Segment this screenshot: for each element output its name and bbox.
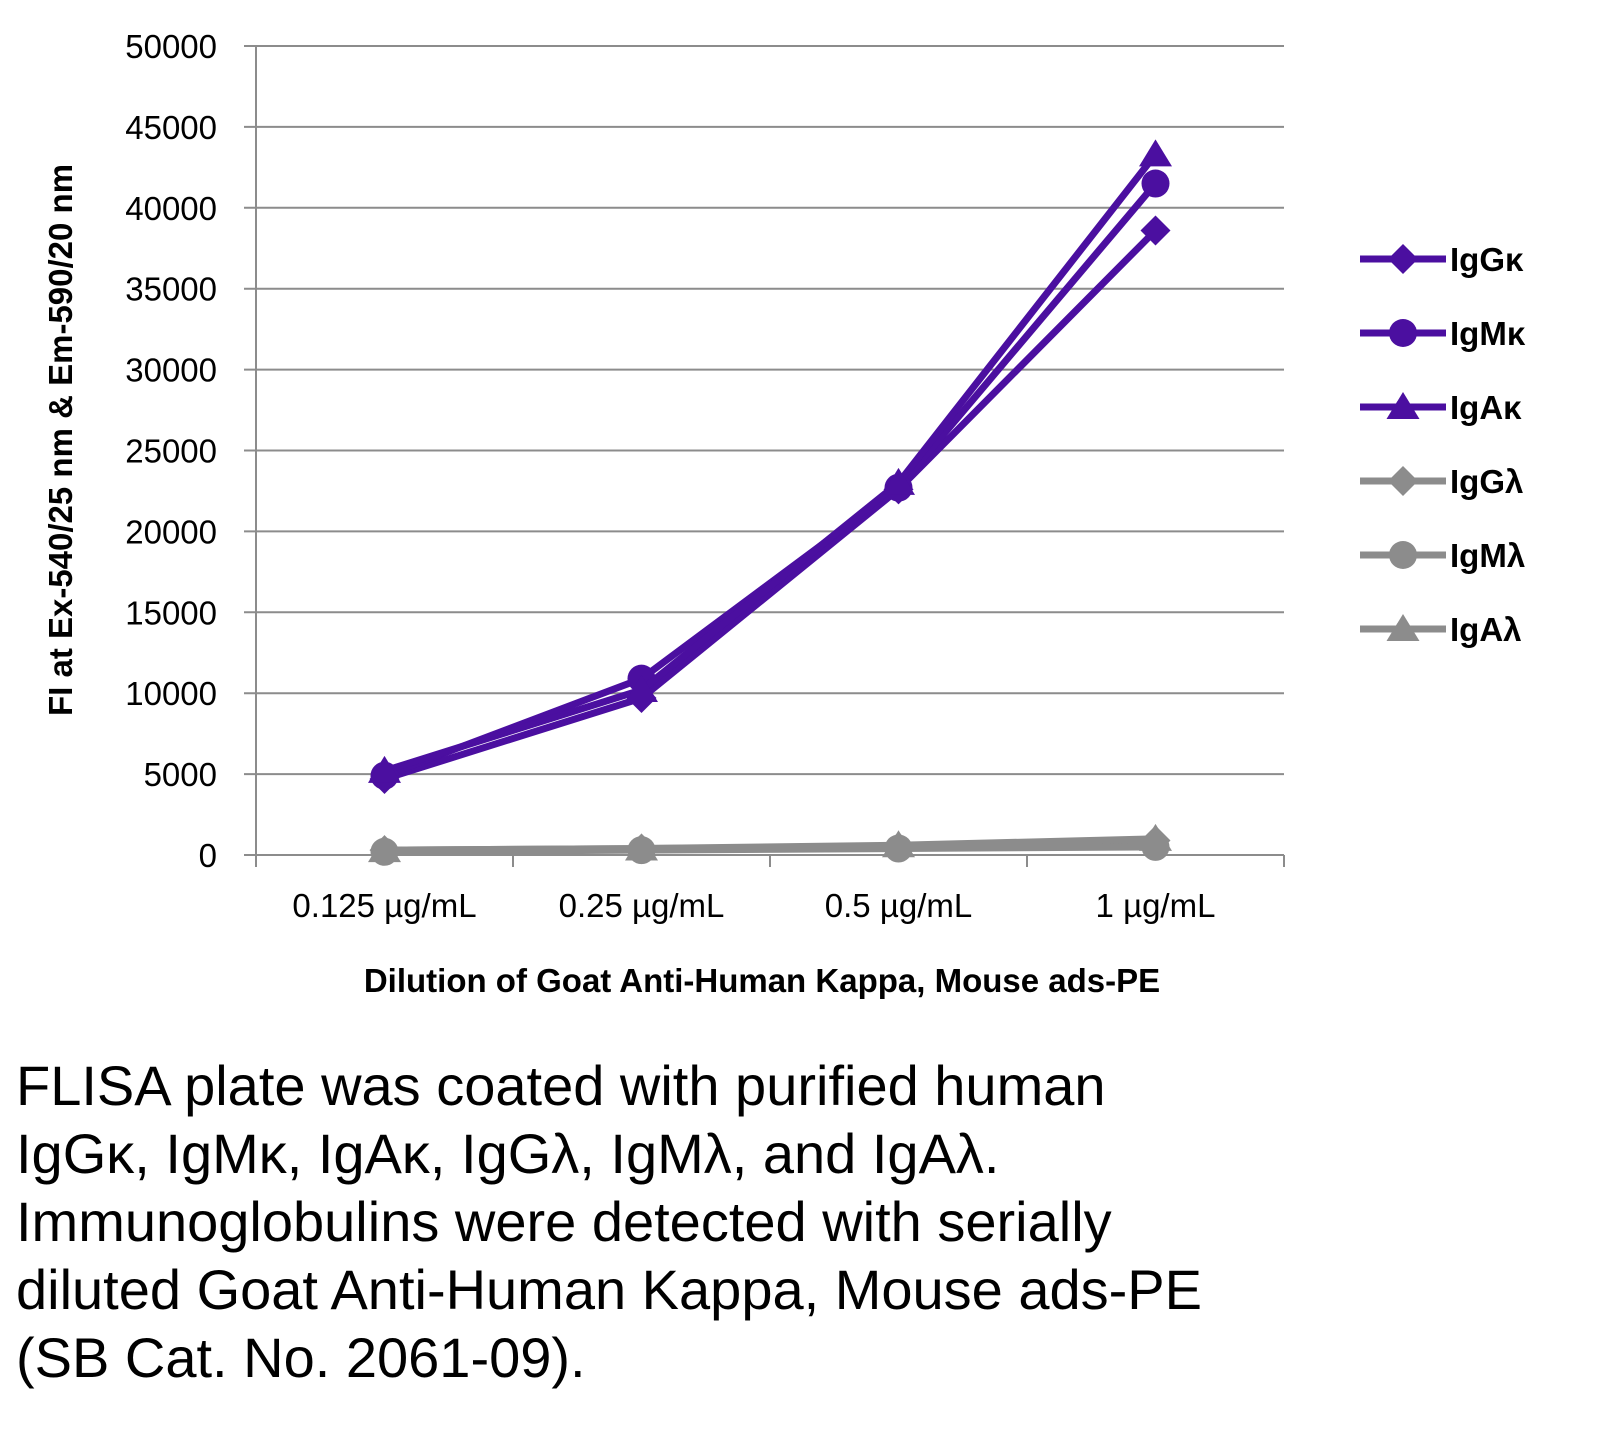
legend-label: IgMκ <box>1450 315 1526 352</box>
legend-item: IgGκ <box>1360 241 1524 278</box>
data-point <box>625 674 658 702</box>
x-tick-label: 1 µg/mL <box>1096 887 1216 924</box>
series-IgAλ <box>368 823 1172 863</box>
legend-marker <box>1389 319 1417 347</box>
y-tick-labels: 0 5000 10000 15000 20000 25000 30000 35000 40000… <box>125 28 217 874</box>
series-line <box>383 152 1159 775</box>
data-point <box>1140 215 1171 246</box>
x-tick-label: 0.125 µg/mL <box>292 887 476 924</box>
data-point <box>882 467 915 495</box>
caption-line: (SB Cat. No. 2061-09). <box>16 1326 586 1389</box>
series-line <box>383 181 1159 779</box>
data-point <box>1139 823 1172 851</box>
legend-marker <box>1389 541 1417 569</box>
y-tick-label: 20000 <box>125 513 217 550</box>
legend: IgGκ IgMκ IgAκ IgGλ IgMλ IgAλ <box>1360 241 1526 648</box>
y-tick-label: 10000 <box>125 675 217 712</box>
data-point <box>368 835 401 863</box>
series-IgAκ <box>368 139 1172 783</box>
legend-item: IgMκ <box>1360 315 1526 352</box>
y-tick-label: 30000 <box>125 352 217 389</box>
y-tick-label: 25000 <box>125 433 217 470</box>
caption-line: diluted Goat Anti-Human Kappa, Mouse ads… <box>16 1258 1203 1321</box>
y-axis-title: FI at Ex-540/25 nm & Em-590/20 nm <box>42 164 79 716</box>
y-tick-label: 35000 <box>125 271 217 308</box>
legend-label: IgGλ <box>1450 463 1523 500</box>
legend-marker <box>1386 614 1420 641</box>
series-IgMκ <box>370 169 1170 790</box>
chart: 0 5000 10000 15000 20000 25000 30000 35000 40000… <box>42 28 1526 999</box>
legend-label: IgMλ <box>1450 537 1525 574</box>
data-point <box>625 833 658 861</box>
legend-marker <box>1388 244 1418 274</box>
legend-item: IgAκ <box>1360 389 1522 426</box>
caption-line: Immunoglobulins were detected with seria… <box>16 1190 1112 1253</box>
legend-item: IgGλ <box>1360 463 1523 500</box>
caption-line: FLISA plate was coated with purified hum… <box>16 1054 1106 1117</box>
x-tick-label: 0.5 µg/mL <box>825 887 972 924</box>
y-tick-label: 15000 <box>125 594 217 631</box>
legend-label: IgAκ <box>1450 389 1522 426</box>
legend-label: IgAλ <box>1450 611 1522 648</box>
y-tick-label: 40000 <box>125 190 217 227</box>
x-axis-title: Dilution of Goat Anti-Human Kappa, Mouse… <box>364 962 1160 999</box>
gridlines <box>244 45 1284 776</box>
series-line <box>384 835 1156 854</box>
series-line <box>383 227 1158 783</box>
legend-marker <box>1388 466 1418 496</box>
y-tick-label: 5000 <box>144 756 217 793</box>
axes <box>244 46 1285 867</box>
caption-line: IgGκ, IgMκ, IgAκ, IgGλ, IgMλ, and IgAλ. <box>16 1122 1000 1185</box>
legend-label: IgGκ <box>1450 241 1524 278</box>
legend-item: IgAλ <box>1360 611 1522 648</box>
data-point <box>368 755 401 783</box>
x-tick-label: 0.25 µg/mL <box>559 887 725 924</box>
legend-item: IgMλ <box>1360 537 1525 574</box>
data-point <box>1141 169 1170 198</box>
y-tick-label: 0 <box>199 837 217 874</box>
data-point <box>1139 139 1172 167</box>
legend-marker <box>1386 392 1420 419</box>
series-group <box>368 139 1172 866</box>
figure-caption: FLISA plate was coated with purified hum… <box>16 1052 1576 1392</box>
x-tick-labels: 0.125 µg/mL 0.25 µg/mL 0.5 µg/mL 1 µg/mL <box>292 887 1215 924</box>
data-point <box>882 830 915 858</box>
y-tick-label: 45000 <box>125 109 217 146</box>
series-IgGκ <box>369 215 1171 794</box>
y-tick-label: 50000 <box>125 28 217 65</box>
